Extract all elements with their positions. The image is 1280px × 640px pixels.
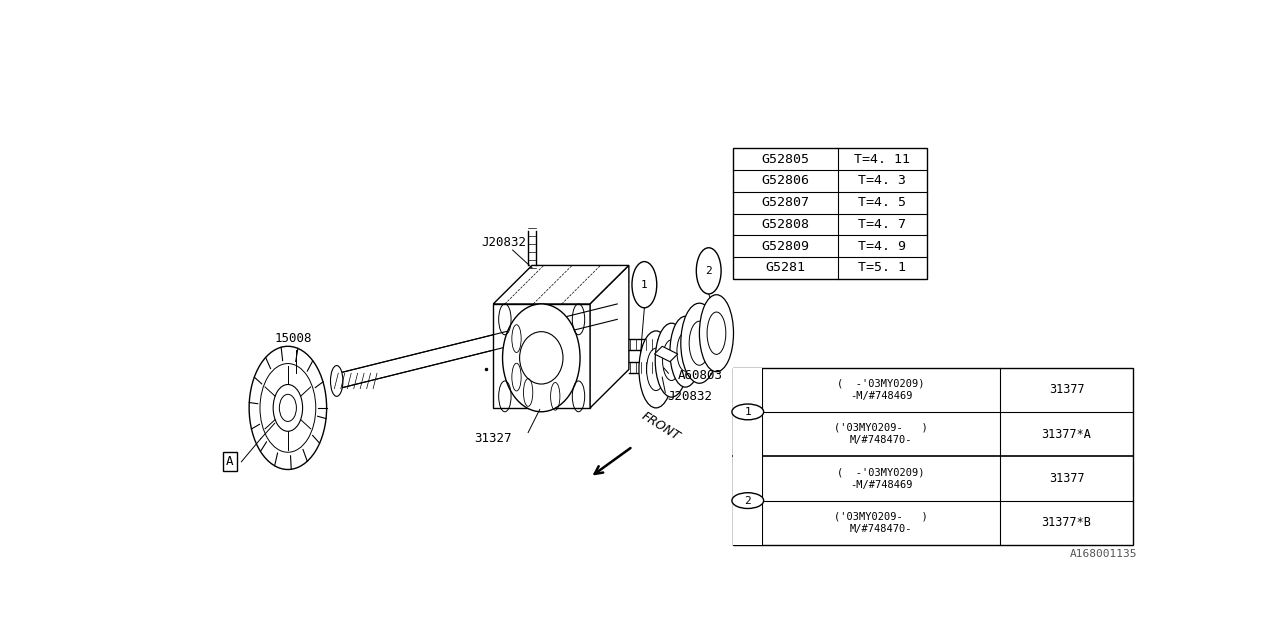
Text: T=4. 3: T=4. 3 <box>859 175 906 188</box>
Ellipse shape <box>330 365 343 396</box>
Ellipse shape <box>707 312 726 355</box>
Text: A60803: A60803 <box>677 369 723 382</box>
Text: T=4. 5: T=4. 5 <box>859 196 906 209</box>
Text: 31377: 31377 <box>1048 472 1084 485</box>
Ellipse shape <box>273 385 302 431</box>
Circle shape <box>732 493 764 509</box>
Ellipse shape <box>681 303 718 383</box>
Text: 1: 1 <box>641 280 648 290</box>
Circle shape <box>732 404 764 420</box>
Text: G52805: G52805 <box>762 152 810 166</box>
Text: 1: 1 <box>745 407 751 417</box>
Text: T=4. 7: T=4. 7 <box>859 218 906 231</box>
Text: T=4. 11: T=4. 11 <box>854 152 910 166</box>
Text: 31377*A: 31377*A <box>1042 428 1092 440</box>
Text: (  -'03MY0209)
-M/#748469: ( -'03MY0209) -M/#748469 <box>837 467 925 490</box>
Polygon shape <box>654 346 677 362</box>
Ellipse shape <box>646 348 666 390</box>
Text: 31327: 31327 <box>475 432 512 445</box>
Bar <box>733 456 762 545</box>
Ellipse shape <box>689 321 709 365</box>
Bar <box>733 367 762 456</box>
Ellipse shape <box>663 340 681 381</box>
Polygon shape <box>493 304 590 408</box>
Ellipse shape <box>655 323 687 397</box>
Text: (  -'03MY0209)
-M/#748469: ( -'03MY0209) -M/#748469 <box>837 378 925 401</box>
Polygon shape <box>590 266 628 408</box>
Text: ('03MY0209-   )
M/#748470-: ('03MY0209- ) M/#748470- <box>835 423 928 445</box>
Text: T=4. 9: T=4. 9 <box>859 240 906 253</box>
Text: J20832: J20832 <box>481 236 526 249</box>
Text: A: A <box>227 455 233 468</box>
Text: G52808: G52808 <box>762 218 810 231</box>
Ellipse shape <box>279 394 297 422</box>
Polygon shape <box>338 304 617 388</box>
Ellipse shape <box>696 248 721 294</box>
Text: G52806: G52806 <box>762 175 810 188</box>
Bar <box>733 367 1133 545</box>
Text: G52807: G52807 <box>762 196 810 209</box>
Text: 2: 2 <box>745 495 751 506</box>
Text: 31377*B: 31377*B <box>1042 516 1092 529</box>
Ellipse shape <box>669 316 701 387</box>
Ellipse shape <box>639 331 673 408</box>
Text: T=5. 1: T=5. 1 <box>859 262 906 275</box>
Text: 15008: 15008 <box>275 332 312 345</box>
Polygon shape <box>493 266 628 304</box>
Text: G5281: G5281 <box>765 262 805 275</box>
Ellipse shape <box>503 304 580 412</box>
Text: 31377: 31377 <box>1048 383 1084 396</box>
Text: FRONT: FRONT <box>639 410 682 444</box>
Ellipse shape <box>699 294 733 372</box>
Ellipse shape <box>677 332 694 371</box>
Ellipse shape <box>250 346 326 470</box>
Text: 2: 2 <box>705 266 712 276</box>
Text: A168001135: A168001135 <box>1070 548 1137 559</box>
Bar <box>733 148 927 279</box>
Text: J20832: J20832 <box>668 390 713 403</box>
Text: G52809: G52809 <box>762 240 810 253</box>
Ellipse shape <box>632 262 657 308</box>
Text: ('03MY0209-   )
M/#748470-: ('03MY0209- ) M/#748470- <box>835 511 928 534</box>
